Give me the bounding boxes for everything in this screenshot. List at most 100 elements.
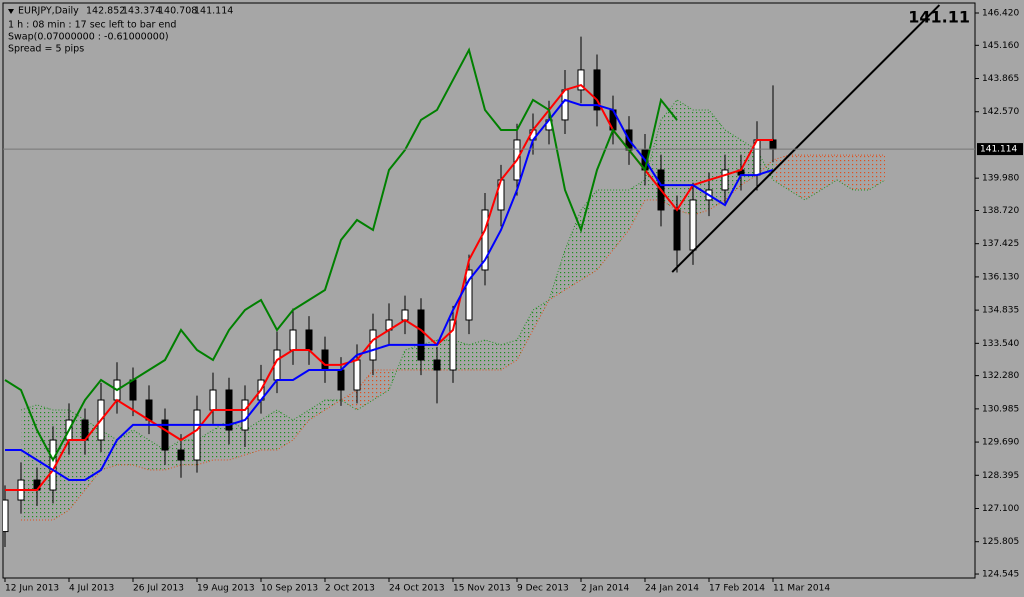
cloud-fill (693, 109, 709, 216)
header-high: 143.374 (122, 6, 161, 17)
header-close: 141.114 (194, 6, 233, 17)
x-tick-label: 26 Jul 2013 (133, 584, 184, 594)
y-tick-label: 134.835 (982, 306, 1019, 316)
x-tick-label: 17 Feb 2014 (709, 584, 765, 594)
cloud-fill (117, 430, 133, 465)
cloud-fill (469, 339, 485, 371)
spread-text: Spread = 5 pips (8, 44, 84, 55)
cloud-fill (197, 430, 213, 465)
candle-body (577, 69, 585, 91)
x-tick-label: 2 Oct 2013 (325, 584, 375, 594)
y-tick-label: 124.545 (982, 570, 1019, 580)
cloud-fill (629, 179, 645, 230)
y-tick-label: 146.420 (982, 9, 1019, 19)
cloud-fill (213, 420, 229, 461)
cloud-fill (405, 344, 421, 371)
y-tick-label: 143.865 (982, 74, 1019, 84)
y-tick-label: 136.130 (982, 272, 1019, 282)
cloud-fill (181, 440, 197, 465)
y-tick-label: 139.980 (982, 174, 1019, 184)
header-low: 140.708 (158, 6, 197, 17)
candle-body (433, 359, 441, 371)
x-tick-label: 24 Oct 2013 (389, 584, 445, 594)
candle-body (769, 139, 777, 150)
candle-body (561, 89, 569, 121)
y-tick-label: 128.395 (982, 471, 1019, 481)
candle-body (289, 329, 297, 351)
indicator-line (5, 98, 774, 482)
y-tick-label: 132.280 (982, 371, 1019, 381)
x-tick-label: 9 Dec 2013 (517, 584, 569, 594)
cloud-fill (101, 430, 117, 471)
cloud-fill (309, 400, 325, 421)
cloud-fill (517, 309, 533, 361)
cloud-fill (149, 440, 165, 471)
candle-body (481, 209, 489, 271)
cloud-fill (357, 370, 373, 411)
x-tick-label: 24 Jan 2014 (645, 584, 699, 594)
cloud-fill (661, 99, 677, 210)
cloud-fill (341, 390, 357, 411)
cloud-fill (741, 139, 757, 186)
y-tick-label: 129.690 (982, 438, 1019, 448)
cloud-fill (485, 339, 501, 371)
cloud-fill (677, 99, 693, 216)
x-tick-label: 12 Jun 2013 (5, 584, 59, 594)
cloud-fill (437, 339, 453, 371)
cloud-fill (805, 155, 821, 200)
cloud-fill (501, 339, 517, 371)
x-tick-label: 4 Jul 2013 (69, 584, 114, 594)
candle-body (337, 369, 345, 391)
plot-area (3, 4, 975, 547)
candle-body (417, 309, 425, 361)
y-tick-label: 137.425 (982, 239, 1019, 249)
last-price-label: 141.114 (980, 145, 1017, 155)
cloud-fill (549, 249, 565, 300)
cloud-fill (261, 410, 277, 451)
cloud-fill (69, 410, 85, 511)
candle-body (593, 69, 601, 111)
candle-body (209, 389, 217, 411)
cloud-fill (37, 404, 53, 521)
big-price: 141.11 (908, 8, 970, 27)
y-tick-label: 130.985 (982, 404, 1019, 414)
candle-body (321, 349, 329, 371)
cloud-fill (789, 155, 805, 200)
y-tick-label: 127.100 (982, 504, 1019, 514)
plot-frame (2, 2, 976, 579)
candle-body (241, 399, 249, 431)
x-tick-label: 10 Sep 2013 (261, 584, 318, 594)
cloud-fill (597, 189, 613, 270)
cloud-fill (533, 299, 549, 330)
cloud-fill (565, 209, 581, 290)
cloud-fill (133, 430, 149, 471)
y-tick-label: 142.570 (982, 107, 1019, 117)
candle-body (673, 209, 681, 251)
x-tick-label: 15 Nov 2013 (453, 584, 511, 594)
candle-body (465, 269, 473, 321)
x-tick-label: 19 Aug 2013 (197, 584, 255, 594)
x-tick-label: 11 Mar 2014 (773, 584, 830, 594)
menu-arrow (8, 9, 14, 14)
y-tick-label: 138.720 (982, 206, 1019, 216)
candle-body (305, 329, 313, 351)
candle-body (369, 329, 377, 361)
candle-body (689, 199, 697, 251)
candle-body (3, 499, 9, 533)
cloud-fill (165, 440, 181, 471)
candle-body (193, 409, 201, 461)
cloud-fill (837, 155, 853, 190)
y-tick-label: 125.805 (982, 537, 1019, 547)
candle-body (161, 419, 169, 451)
candle-body (353, 359, 361, 391)
candle-body (401, 309, 409, 321)
indicator-line (4, 47, 678, 463)
symbol-title: EURJPY,Daily (18, 6, 79, 17)
cloud-fill (229, 420, 245, 461)
cloud-fill (773, 155, 789, 190)
candle-body (721, 169, 729, 191)
header-open: 142.852 (86, 6, 125, 17)
cloud-fill (245, 420, 261, 455)
cloud-fill (613, 189, 629, 250)
